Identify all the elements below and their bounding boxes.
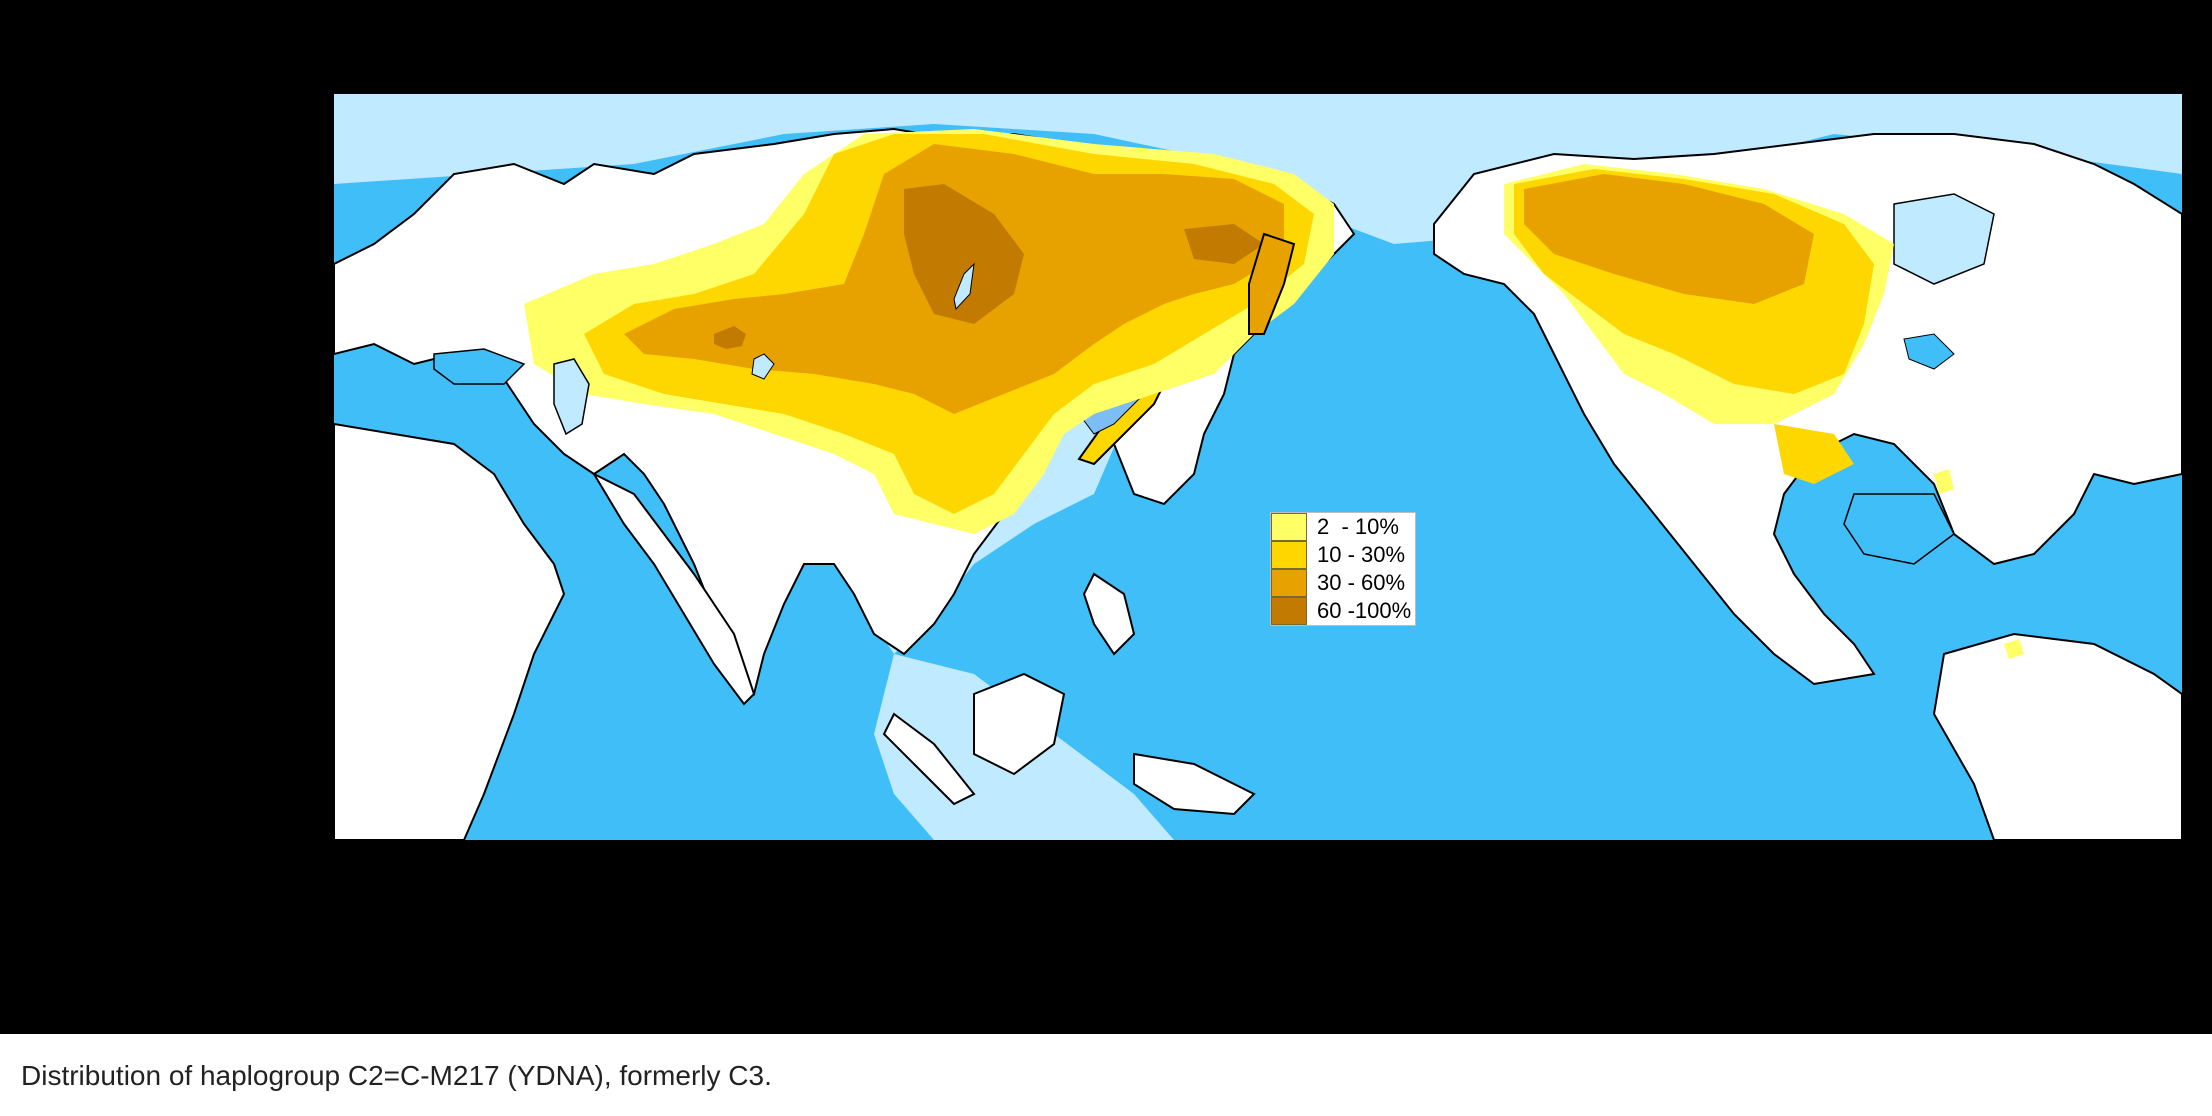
legend-label-10-30: 10 - 30% [1317, 542, 1406, 567]
image-viewer: 2 - 10% 10 - 30% 30 - 60% 60 -100% [0, 0, 2212, 1034]
new-guinea-land [1133, 752, 1256, 816]
philippines-land [1082, 572, 1136, 656]
band-2-10-colombia [2004, 639, 2024, 659]
kamchatka [1248, 232, 1296, 335]
legend-swatch-30-60 [1271, 569, 1307, 597]
distribution-map[interactable] [334, 94, 2182, 840]
legend-swatch-2-10 [1271, 513, 1307, 541]
legend-label-2-10: 2 - 10% [1317, 514, 1399, 539]
gulf-of-mexico [1843, 493, 1955, 565]
band-60-100-east [1184, 224, 1264, 264]
lake-balkhash [751, 353, 775, 380]
borneo-land [973, 672, 1066, 776]
legend-row-2-10: 2 - 10% [1271, 513, 1411, 541]
band-2-10-florida [1934, 469, 1954, 494]
hudson-bay [1893, 193, 1995, 285]
caption-bar [0, 1034, 2212, 1116]
map-svg [334, 94, 2182, 840]
lake-baikal [953, 262, 975, 311]
black-sea [433, 348, 526, 385]
band-60-100-kazakh [714, 326, 746, 349]
south-america-land [1932, 632, 2182, 840]
great-lakes [1903, 333, 1955, 370]
legend-swatch-60-100 [1271, 597, 1307, 625]
sumatra-land [882, 712, 976, 806]
image-caption: Distribution of haplogroup C2=C-M217 (YD… [21, 1060, 772, 1091]
africa-land [334, 422, 566, 840]
band-10-30-usa [1774, 424, 1854, 484]
band-60-100-mongolia [904, 184, 1024, 324]
legend-label-60-100: 60 -100% [1317, 598, 1412, 623]
legend-row-30-60: 30 - 60% [1271, 569, 1411, 597]
band-30-60-america [1524, 174, 1814, 304]
legend-row-10-30: 10 - 30% [1271, 541, 1411, 569]
caspian-sea [553, 358, 590, 436]
india-land [591, 471, 756, 706]
legend-row-60-100: 60 -100% [1271, 597, 1411, 625]
legend-label-30-60: 30 - 60% [1317, 570, 1406, 595]
map-legend: 2 - 10% 10 - 30% 30 - 60% 60 -100% [1270, 512, 1417, 626]
legend-swatch-10-30 [1271, 541, 1307, 569]
